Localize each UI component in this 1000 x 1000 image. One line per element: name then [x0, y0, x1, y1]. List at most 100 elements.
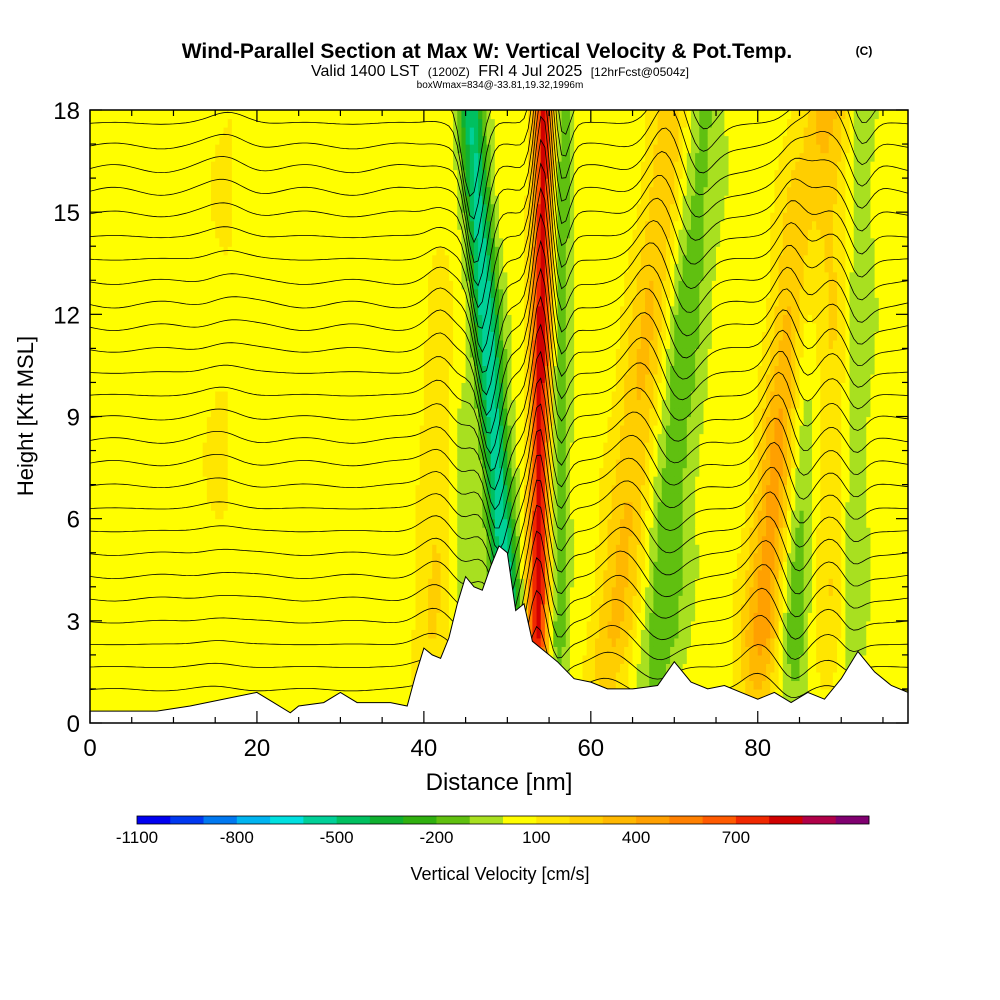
- velocity-cell: [181, 671, 187, 682]
- velocity-cell: [373, 442, 379, 452]
- velocity-cell: [311, 561, 316, 571]
- velocity-cell: [365, 254, 371, 264]
- velocity-cell: [298, 263, 304, 273]
- velocity-cell: [298, 603, 304, 613]
- velocity-cell: [315, 169, 321, 179]
- velocity-cell: [185, 416, 191, 426]
- velocity-cell: [110, 586, 116, 596]
- velocity-cell: [377, 629, 383, 639]
- velocity-cell: [211, 612, 216, 622]
- velocity-cell: [265, 484, 271, 494]
- velocity-cell: [198, 561, 204, 571]
- velocity-cell: [344, 399, 350, 409]
- velocity-cell: [156, 561, 162, 571]
- velocity-cell: [219, 688, 225, 699]
- velocity-cell: [173, 220, 179, 230]
- velocity-cell: [144, 246, 150, 256]
- velocity-cell: [361, 365, 367, 375]
- velocity-cell: [336, 305, 341, 315]
- velocity-cell: [90, 135, 95, 145]
- velocity-cell: [332, 544, 337, 554]
- velocity-cell: [148, 493, 154, 503]
- velocity-cell: [194, 671, 200, 682]
- velocity-cell: [248, 680, 254, 690]
- velocity-cell: [152, 229, 158, 239]
- velocity-cell: [336, 322, 341, 332]
- velocity-cell: [173, 246, 179, 256]
- velocity-cell: [290, 280, 296, 290]
- velocity-cell: [215, 646, 220, 656]
- velocity-cell: [302, 663, 308, 673]
- velocity-cell: [152, 620, 158, 630]
- velocity-cell: [98, 646, 104, 656]
- velocity-cell: [231, 254, 237, 264]
- velocity-cell: [135, 476, 141, 486]
- velocity-cell: [148, 459, 154, 469]
- velocity-cell: [181, 288, 187, 298]
- velocity-cell: [365, 569, 371, 579]
- velocity-cell: [102, 561, 108, 571]
- velocity-cell: [94, 195, 99, 205]
- velocity-cell: [173, 118, 179, 128]
- velocity-cell: [119, 220, 124, 230]
- velocity-cell: [227, 544, 233, 554]
- velocity-cell: [332, 212, 337, 222]
- velocity-cell: [227, 552, 233, 562]
- velocity-cell: [110, 416, 116, 426]
- velocity-cell: [115, 169, 120, 179]
- velocity-cell: [248, 646, 254, 656]
- velocity-cell: [173, 339, 179, 349]
- velocity-cell: [110, 459, 116, 469]
- velocity-cell: [236, 280, 241, 290]
- velocity-cell: [98, 476, 104, 486]
- velocity-cell: [373, 433, 379, 443]
- velocity-cell: [202, 195, 208, 205]
- velocity-cell: [102, 212, 108, 222]
- velocity-cell: [277, 433, 283, 443]
- velocity-cell: [294, 578, 300, 588]
- velocity-cell: [369, 518, 375, 528]
- velocity-cell: [115, 263, 120, 273]
- velocity-cell: [265, 544, 271, 554]
- velocity-cell: [273, 586, 279, 596]
- velocity-cell: [198, 688, 204, 699]
- velocity-cell: [377, 680, 383, 690]
- velocity-cell: [261, 322, 266, 332]
- velocity-cell: [227, 203, 233, 213]
- velocity-cell: [240, 569, 246, 579]
- velocity-cell: [223, 595, 229, 605]
- velocity-cell: [261, 433, 266, 443]
- velocity-cell: [115, 493, 120, 503]
- velocity-cell: [98, 339, 104, 349]
- velocity-cell: [236, 476, 241, 486]
- velocity-cell: [135, 237, 141, 247]
- velocity-cell: [140, 365, 145, 375]
- velocity-cell: [265, 161, 271, 171]
- velocity-cell: [152, 220, 158, 230]
- velocity-cell: [336, 237, 341, 247]
- velocity-cell: [148, 237, 154, 247]
- velocity-cell: [319, 144, 325, 154]
- velocity-cell: [160, 629, 166, 639]
- velocity-cell: [261, 331, 266, 341]
- velocity-cell: [336, 169, 341, 179]
- velocity-cell: [165, 654, 170, 664]
- velocity-cell: [336, 280, 341, 290]
- velocity-cell: [269, 382, 275, 392]
- velocity-cell: [286, 407, 291, 418]
- velocity-cell: [273, 229, 279, 239]
- velocity-cell: [190, 544, 195, 554]
- velocity-cell: [219, 331, 225, 341]
- velocity-cell: [373, 339, 379, 349]
- velocity-cell: [377, 620, 383, 630]
- velocity-cell: [131, 561, 137, 571]
- velocity-cell: [281, 433, 287, 443]
- velocity-cell: [286, 637, 291, 647]
- velocity-cell: [327, 127, 333, 137]
- velocity-cell: [281, 322, 287, 332]
- velocity-cell: [152, 663, 158, 673]
- velocity-cell: [94, 178, 99, 188]
- velocity-cell: [357, 535, 362, 545]
- velocity-cell: [361, 620, 367, 630]
- velocity-cell: [352, 578, 358, 588]
